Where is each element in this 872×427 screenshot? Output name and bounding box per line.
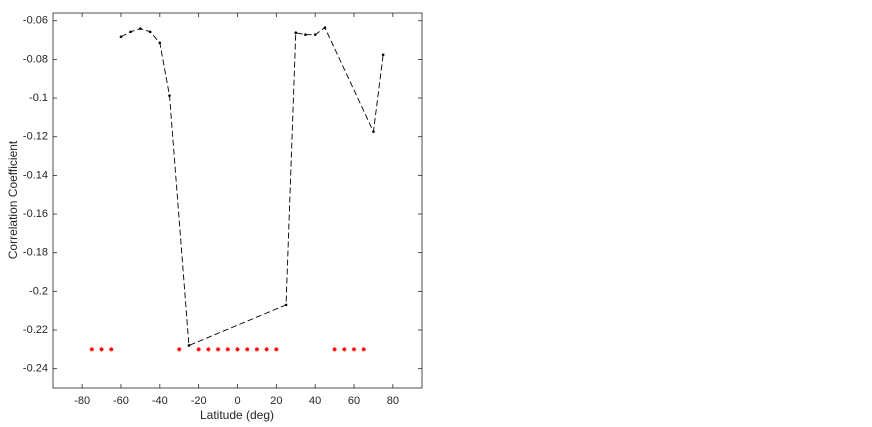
star-marker bbox=[177, 347, 182, 352]
star-marker bbox=[351, 347, 357, 352]
x-tick-label: 0 bbox=[234, 395, 240, 407]
star-marker bbox=[235, 347, 240, 352]
data-point bbox=[187, 344, 191, 347]
data-point bbox=[119, 35, 123, 39]
star-marker bbox=[206, 347, 211, 352]
y-tick-label: -0.2 bbox=[29, 285, 48, 297]
x-tick-label: -40 bbox=[152, 395, 168, 407]
y-tick-label: -0.1 bbox=[29, 92, 48, 104]
data-point bbox=[148, 30, 152, 34]
data-point bbox=[313, 33, 317, 36]
data-point bbox=[323, 26, 327, 29]
x-tick-label: 60 bbox=[348, 395, 360, 407]
data-point bbox=[381, 53, 385, 57]
star-marker bbox=[342, 347, 347, 352]
star-marker bbox=[196, 347, 201, 352]
y-tick-label: -0.06 bbox=[23, 15, 48, 27]
star-marker bbox=[109, 347, 114, 352]
x-axis-label: Latitude (deg) bbox=[200, 408, 274, 422]
star-marker bbox=[274, 347, 279, 352]
star-marker bbox=[264, 347, 269, 352]
x-tick-label: 40 bbox=[309, 395, 321, 407]
star-marker bbox=[99, 347, 104, 352]
data-point bbox=[372, 130, 375, 133]
star-marker bbox=[254, 347, 260, 352]
data-point bbox=[168, 94, 171, 98]
star-marker bbox=[225, 347, 230, 352]
data-point bbox=[129, 30, 132, 34]
data-point bbox=[294, 31, 298, 35]
y-tick-label: -0.12 bbox=[23, 131, 48, 143]
y-tick-label: -0.08 bbox=[23, 53, 48, 65]
y-tick-label: -0.16 bbox=[23, 208, 48, 220]
x-tick-label: -60 bbox=[113, 395, 129, 407]
star-marker bbox=[215, 347, 221, 352]
x-tick-label: 80 bbox=[387, 395, 399, 407]
x-tick-label: -20 bbox=[191, 395, 207, 407]
y-tick-label: -0.22 bbox=[23, 324, 48, 336]
data-point bbox=[158, 41, 162, 45]
data-line bbox=[120, 27, 384, 347]
y-axis-label: Correlation Coefficient bbox=[6, 140, 20, 259]
data-point bbox=[284, 303, 288, 307]
y-tick-label: -0.18 bbox=[23, 247, 48, 259]
x-tick-label: 20 bbox=[270, 395, 282, 407]
star-marker bbox=[361, 347, 366, 352]
star-marker bbox=[332, 347, 337, 352]
y-tick-label: -0.24 bbox=[23, 363, 48, 375]
star-marker bbox=[89, 347, 95, 352]
data-point bbox=[304, 33, 307, 36]
data-point bbox=[139, 27, 142, 30]
x-tick-label: -80 bbox=[74, 395, 90, 407]
y-tick-label: -0.14 bbox=[23, 169, 48, 181]
star-marker bbox=[245, 347, 250, 352]
